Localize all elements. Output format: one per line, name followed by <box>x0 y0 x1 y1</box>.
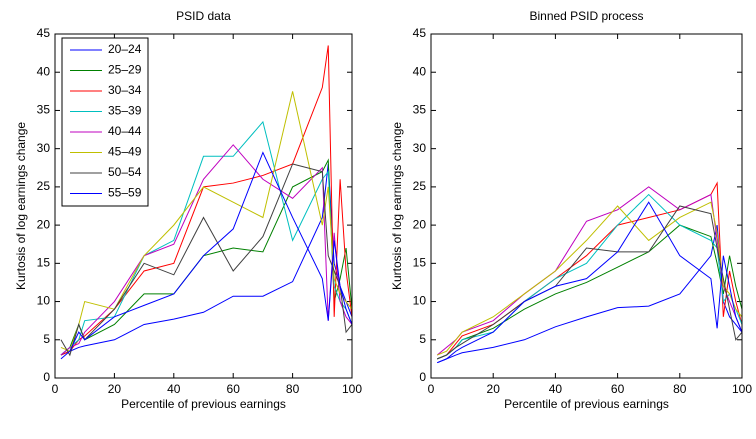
y-tick-label: 15 <box>37 256 51 270</box>
y-tick-label: 40 <box>37 64 51 78</box>
plot-frame <box>54 33 353 379</box>
y-tick-label: 30 <box>413 141 427 155</box>
y-tick-label: 40 <box>413 64 427 78</box>
series-line <box>60 120 353 356</box>
series-line <box>60 91 353 352</box>
series-line <box>437 193 743 360</box>
y-tick-label: 45 <box>37 26 51 40</box>
y-tick-label: 25 <box>413 179 427 193</box>
x-tick-label: 40 <box>549 382 563 396</box>
legend-label: 45–49 <box>108 145 142 159</box>
y-tick-label: 25 <box>37 179 51 193</box>
y-tick-label: 0 <box>419 370 426 384</box>
legend-label: 40–44 <box>108 124 142 138</box>
x-axis-label: Percentile of previous earnings <box>121 397 286 411</box>
y-tick-label: 5 <box>43 332 50 346</box>
y-tick-label: 30 <box>37 141 51 155</box>
x-tick-label: 0 <box>428 382 435 396</box>
series-line <box>437 224 743 360</box>
series-line <box>60 151 353 360</box>
y-tick-label: 10 <box>37 294 51 308</box>
x-tick-label: 20 <box>108 382 122 396</box>
x-tick-label: 80 <box>673 382 687 396</box>
legend-label: 25–29 <box>108 63 142 77</box>
y-tick-label: 15 <box>413 256 427 270</box>
x-tick-label: 100 <box>342 382 362 396</box>
x-tick-label: 40 <box>167 382 181 396</box>
series-line <box>436 186 743 356</box>
series-line <box>60 163 353 357</box>
y-tick-label: 20 <box>413 217 427 231</box>
y-tick-label: 0 <box>43 370 50 384</box>
legend-label: 20–24 <box>108 42 142 56</box>
legend-box <box>61 37 149 207</box>
legend-label: 50–54 <box>108 165 142 179</box>
x-axis-label: Percentile of previous earnings <box>504 397 669 411</box>
series-line <box>437 225 743 364</box>
y-tick-label: 45 <box>413 26 427 40</box>
plot-frame <box>430 33 743 379</box>
x-tick-label: 100 <box>732 382 752 396</box>
y-tick-label: 35 <box>37 103 51 117</box>
x-tick-label: 20 <box>487 382 501 396</box>
legend-label: 55–59 <box>108 186 142 200</box>
legend-label: 30–34 <box>108 83 142 97</box>
legend-label: 35–39 <box>108 104 142 118</box>
x-tick-label: 80 <box>286 382 300 396</box>
x-tick-label: 0 <box>52 382 59 396</box>
x-tick-label: 60 <box>227 382 241 396</box>
x-tick-label: 60 <box>611 382 625 396</box>
chart-title: Binned PSID process <box>529 9 643 23</box>
series-line <box>437 201 743 364</box>
series-line <box>437 205 743 360</box>
y-tick-label: 20 <box>37 217 51 231</box>
y-tick-label: 35 <box>413 103 427 117</box>
y-axis-label: Kurtosis of log earnings change <box>390 122 404 290</box>
y-tick-label: 5 <box>419 332 426 346</box>
y-axis-label: Kurtosis of log earnings change <box>14 122 28 290</box>
y-tick-label: 10 <box>413 294 427 308</box>
chart-title: PSID data <box>176 9 231 23</box>
